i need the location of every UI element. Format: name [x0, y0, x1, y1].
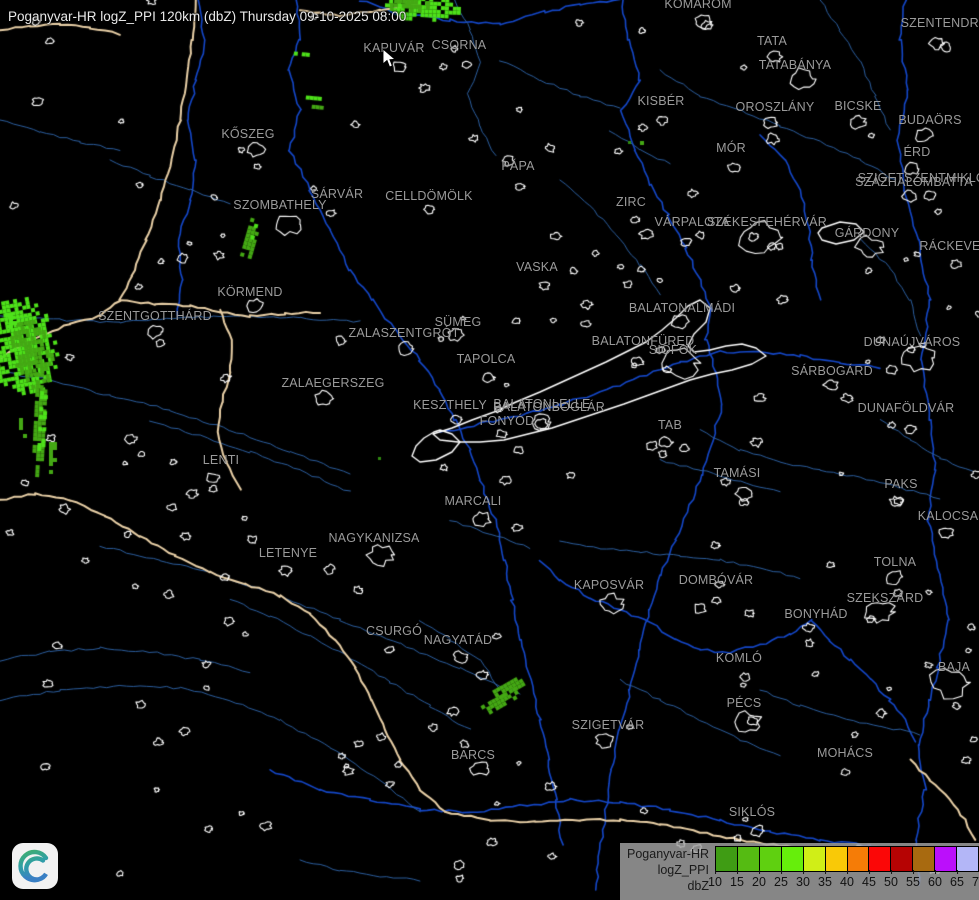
legend-tick-10: 10: [708, 870, 722, 892]
legend-caption-line-2: logZ_PPI: [657, 863, 709, 877]
legend-tick-55: 55: [906, 870, 920, 892]
legend-caption-line-1: Poganyvar-HR: [627, 847, 709, 861]
legend-tick-60: 60: [928, 870, 942, 892]
legend-swatch-40-45: [847, 847, 870, 871]
legend-swatch-35-40: [825, 847, 848, 871]
legend-swatch-25-30: [781, 847, 804, 871]
legend-tick-65: 65: [950, 870, 964, 892]
legend-tick-40: 40: [840, 870, 854, 892]
legend-caption: Poganyvar-HR logZ_PPI dbZ: [620, 843, 715, 894]
legend-swatch-20-25: [759, 847, 782, 871]
legend-swatch-50-55: [891, 847, 914, 871]
dbz-color-legend: Poganyvar-HR logZ_PPI dbZ 10 15 20 25 30 35 40…: [620, 843, 979, 900]
legend-color-swatches: [715, 846, 979, 872]
legend-swatch-55-60: [913, 847, 936, 871]
legend-swatch-15-20: [737, 847, 760, 871]
legend-tick-35: 35: [818, 870, 832, 892]
legend-tick-70: 70: [972, 870, 979, 892]
radar-title: Poganyvar-HR logZ_PPI 120km (dbZ) Thursd…: [8, 9, 407, 24]
spiral-logo[interactable]: [12, 843, 58, 889]
legend-tick-labels: 10 15 20 25 30 35 40 45 50 55 60 65 70: [708, 870, 979, 894]
legend-tick-20: 20: [752, 870, 766, 892]
legend-swatch-65-70: [957, 847, 979, 871]
legend-tick-30: 30: [796, 870, 810, 892]
legend-scale: 10 15 20 25 30 35 40 45 50 55 60 65 70: [708, 843, 979, 894]
legend-tick-25: 25: [774, 870, 788, 892]
legend-tick-45: 45: [862, 870, 876, 892]
spiral-logo-icon: [18, 849, 49, 883]
legend-tick-50: 50: [884, 870, 898, 892]
legend-swatch-45-50: [869, 847, 892, 871]
legend-swatch-60-65: [935, 847, 958, 871]
legend-swatch-30-35: [803, 847, 826, 871]
legend-tick-15: 15: [730, 870, 744, 892]
legend-caption-line-3: dbZ: [687, 879, 709, 893]
legend-swatch-10-15: [716, 847, 738, 871]
